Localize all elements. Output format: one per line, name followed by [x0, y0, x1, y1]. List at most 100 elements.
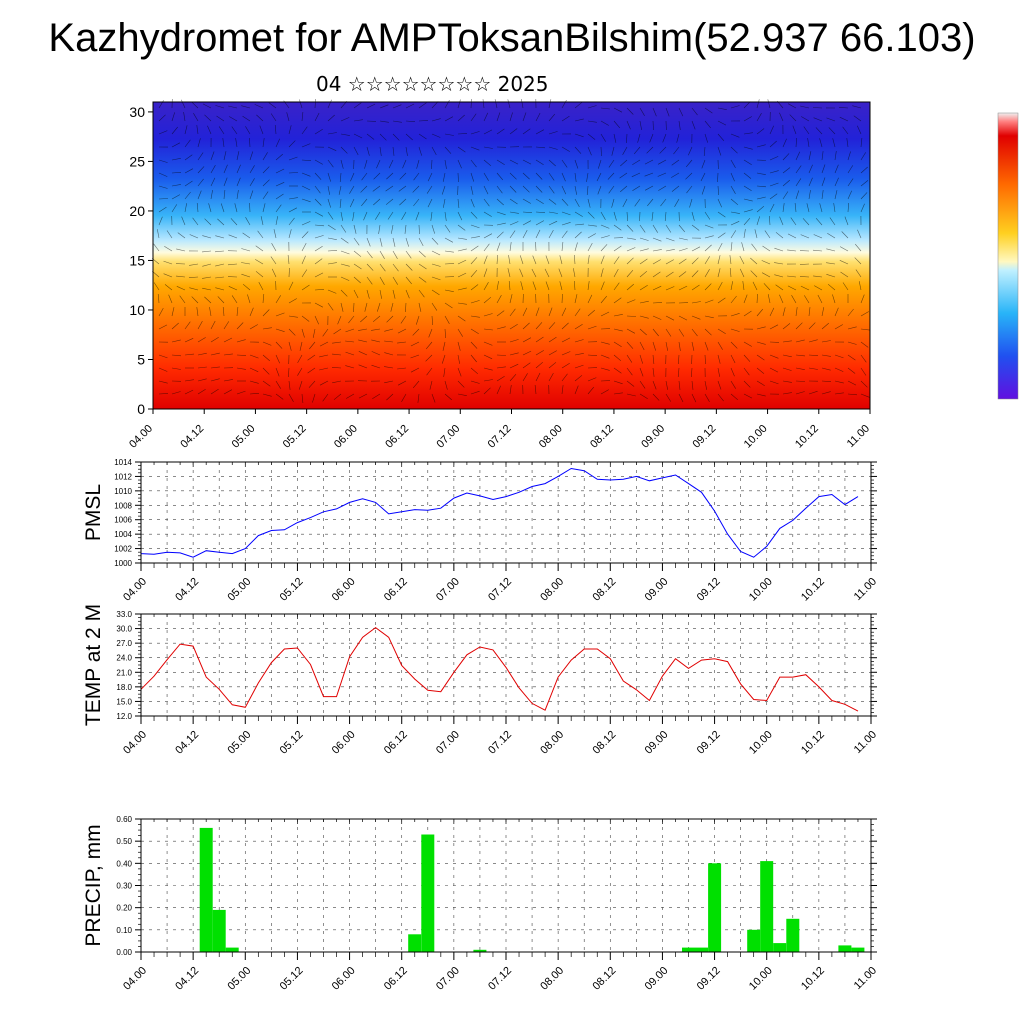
- wind-barb: [847, 380, 857, 386]
- wind-barb: [327, 132, 337, 135]
- wind-barb: [626, 341, 634, 349]
- wind-barb: [548, 131, 558, 135]
- wind-barb: [756, 172, 766, 175]
- wind-barb: [808, 177, 813, 187]
- wind-barb: [613, 268, 619, 278]
- wind-barb: [626, 367, 633, 376]
- xtick-label: 09.12: [695, 965, 723, 993]
- wind-barb: [600, 224, 610, 229]
- wind-barb: [782, 307, 786, 317]
- wind-barb: [795, 151, 801, 161]
- wind-barb: [826, 248, 836, 252]
- wind-barb: [384, 366, 394, 369]
- wind-barb: [574, 223, 585, 226]
- wind-barb: [197, 178, 204, 187]
- wind-barb: [483, 198, 490, 207]
- wind-barb: [522, 198, 531, 204]
- wind-barb: [813, 117, 823, 122]
- wind-barb: [349, 185, 355, 194]
- ytick-label: 0.20: [116, 904, 132, 913]
- wind-barb: [548, 220, 558, 226]
- wind-barb: [301, 185, 311, 191]
- wind-barb: [754, 229, 758, 239]
- wind-barb: [171, 194, 181, 200]
- wind-barb: [535, 185, 543, 193]
- wind-barb: [704, 393, 710, 402]
- wind-barb: [817, 294, 823, 304]
- wind-barb: [483, 255, 488, 265]
- wind-barb: [427, 172, 433, 182]
- wind-barb: [201, 250, 212, 253]
- heatmap-xtick-label: 06.00: [332, 423, 360, 451]
- wind-barb: [756, 99, 760, 109]
- wind-barb: [415, 211, 420, 221]
- wind-barb: [175, 275, 186, 278]
- wind-barb: [275, 193, 284, 200]
- wind-barb: [184, 379, 194, 382]
- wind-barb: [756, 185, 767, 188]
- wind-barb: [608, 159, 615, 168]
- wind-barb: [730, 313, 740, 317]
- wind-barb: [857, 229, 862, 239]
- wind-barb: [730, 341, 738, 349]
- wind-barb: [782, 191, 789, 200]
- wind-barb: [743, 116, 752, 122]
- wind-barb: [548, 322, 556, 330]
- ytick-label: 21.0: [116, 668, 132, 677]
- wind-barb: [704, 133, 708, 143]
- wind-barb: [613, 120, 621, 129]
- wind-barb: [520, 281, 524, 291]
- wind-barb: [496, 231, 504, 239]
- wind-barb: [215, 287, 225, 291]
- xtick-label: 04.12: [173, 965, 201, 993]
- wind-barb: [257, 230, 264, 239]
- wind-barb: [834, 324, 843, 330]
- wind-barb: [652, 341, 656, 351]
- wind-barb: [665, 107, 670, 117]
- wind-barb: [431, 302, 438, 311]
- wind-barb: [691, 393, 697, 403]
- wind-barb: [483, 379, 493, 382]
- wind-barb: [704, 269, 710, 278]
- wind-barb: [457, 114, 465, 122]
- wind-barb: [496, 185, 503, 194]
- xtick-label: 10.00: [747, 576, 775, 604]
- wind-barb: [600, 367, 610, 371]
- wind-barb: [639, 211, 641, 222]
- wind-barb: [532, 255, 537, 265]
- wind-barb: [639, 224, 646, 233]
- wind-barb: [457, 198, 460, 209]
- wind-barb: [202, 263, 212, 267]
- wind-barb: [275, 328, 285, 332]
- wind-barb: [496, 254, 498, 265]
- wind-barb: [184, 338, 194, 343]
- wind-barb: [184, 139, 191, 148]
- wind-barb: [483, 341, 493, 346]
- wind-barb: [353, 224, 357, 234]
- wind-barb: [192, 217, 199, 226]
- wind-barb: [327, 146, 337, 151]
- wind-barb: [398, 185, 407, 192]
- wind-barb: [379, 289, 382, 299]
- wind-barb: [743, 218, 751, 226]
- xtick-label: 04.00: [121, 576, 149, 604]
- wind-barb: [262, 152, 268, 161]
- wind-barb: [496, 112, 501, 122]
- wind-barb: [405, 263, 413, 271]
- xtick-label: 05.12: [278, 965, 306, 993]
- wind-barb: [652, 271, 661, 278]
- wind-barb: [801, 116, 810, 122]
- wind-barb: [208, 203, 212, 213]
- wind-barb: [600, 389, 609, 395]
- wind-barb: [215, 105, 225, 109]
- wind-barb: [314, 172, 322, 180]
- wind-barb: [397, 328, 407, 334]
- wind-barb: [665, 271, 674, 278]
- wind-barb: [756, 113, 762, 122]
- wind-barb: [782, 354, 792, 358]
- wind-barb: [319, 354, 329, 358]
- wind-barb: [730, 198, 739, 206]
- wind-barb: [574, 375, 583, 382]
- wind-barb: [181, 216, 186, 226]
- wind-barb: [808, 339, 818, 343]
